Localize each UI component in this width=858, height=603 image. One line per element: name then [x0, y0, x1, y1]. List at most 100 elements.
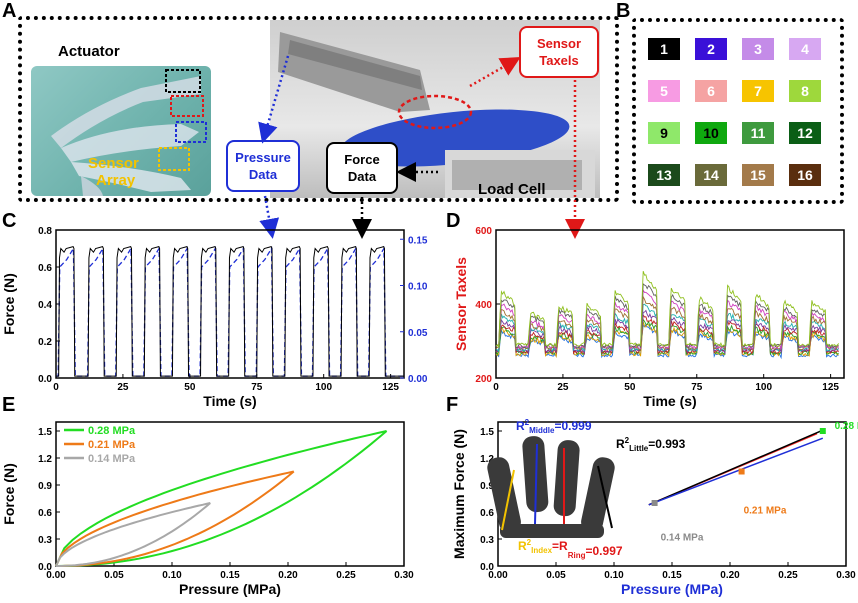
legend-label: 0.14 MPa — [88, 453, 136, 465]
panel-a-frame — [18, 16, 619, 202]
y-tick-label: 1.5 — [38, 427, 52, 438]
taxel-tile-7: 7 — [742, 80, 774, 102]
index-arrow — [501, 469, 515, 531]
force-data-line2: Data — [347, 169, 377, 184]
y-tick-label: 1.2 — [480, 454, 494, 465]
y-tick-label: 0.2 — [38, 337, 52, 348]
x-tick-label: 0.05 — [546, 570, 566, 581]
r2-index-ring-annotation-part: =R — [552, 539, 568, 553]
sensor-taxels-line2: Taxels — [539, 53, 579, 68]
point-label-1: 0.28 MPa — [835, 421, 858, 432]
y-tick-label: 0.6 — [38, 263, 52, 274]
taxel-tile-12: 12 — [789, 122, 821, 144]
y-axis-label: Force (N) — [1, 273, 17, 334]
data-point-3 — [651, 500, 658, 506]
x-tick-label: 0.10 — [162, 570, 182, 581]
series-028-loading-curve — [55, 430, 387, 567]
r2-little-annotation-part: 2 — [625, 436, 630, 445]
y-axis-label: Maximum Force (N) — [451, 429, 467, 559]
y-right-axis-label: Pressure (MPa) — [429, 253, 430, 355]
legend-label: 0.28 MPa — [88, 425, 136, 437]
r2-index-ring-annotation-part: Ring — [568, 551, 586, 560]
x-tick-label: 0 — [53, 382, 59, 393]
r2-index-ring-annotation-part: 2 — [527, 538, 532, 547]
y-tick-label: 0.0 — [38, 374, 52, 385]
r2-middle-annotation-part: 2 — [525, 418, 530, 427]
series-028-unloading-curve — [55, 430, 388, 567]
x-tick-label: 50 — [184, 382, 196, 393]
x-axis-label: Time (s) — [203, 393, 256, 409]
taxel-tile-5: 5 — [648, 80, 680, 102]
y-tick-label: 600 — [475, 226, 492, 237]
panel-label-e: E — [2, 394, 16, 416]
load-cell-label: Load Cell — [478, 181, 546, 198]
taxel-tile-1: 1 — [648, 38, 680, 60]
x-tick-label: 0.00 — [488, 570, 508, 581]
panel-b-frame — [632, 18, 844, 204]
y-right-tick-label: 0.00 — [408, 374, 428, 385]
taxel-tile-11: 11 — [742, 122, 774, 144]
series-014-loading-curve — [55, 502, 211, 567]
y-tick-label: 0.3 — [38, 535, 52, 546]
r2-middle-annotation-part: R — [516, 419, 525, 433]
x-tick-label: 0.30 — [836, 570, 856, 581]
r2-little-annotation: R2Little=0.993 — [616, 436, 686, 453]
x-tick-label: 0.20 — [720, 570, 740, 581]
y-tick-label: 0.3 — [480, 535, 494, 546]
series-021-loading-curve — [55, 470, 295, 567]
y-tick-label: 400 — [475, 300, 492, 311]
x-axis-label: Time (s) — [643, 393, 696, 409]
chart-c: 0 25 50 75 100 125 0.0 0.2 0.4 0.6 0.8 Time (s) Forc… — [1, 226, 430, 409]
x-tick-label: 25 — [557, 382, 569, 393]
finger-4 — [581, 457, 615, 533]
r2-index-ring-annotation-part: Index — [531, 546, 552, 555]
y-tick-label: 0.0 — [38, 562, 52, 573]
series-taxel-10-line — [495, 271, 839, 349]
x-tick-label: 0.00 — [46, 570, 66, 581]
y-right-tick-label: 0.10 — [408, 282, 428, 293]
taxel-tile-2: 2 — [695, 38, 727, 60]
pressure-data-line2: Data — [248, 167, 278, 182]
data-point-1 — [819, 428, 826, 434]
finger-1 — [487, 457, 521, 533]
legend-label: 0.21 MPa — [88, 439, 136, 451]
point-label-2: 0.21 MPa — [744, 505, 787, 516]
actuator-drawing — [51, 69, 207, 196]
actuator-photo — [31, 66, 211, 196]
finger-illustration — [487, 436, 615, 538]
y-tick-label: 200 — [475, 374, 492, 385]
taxel-tile-16: 16 — [789, 164, 821, 186]
y-tick-label: 0.8 — [38, 226, 52, 237]
chart-e: 0.00 0.05 0.10 0.15 0.20 0.25 0.30 0.0 0.3 0.6 0.9… — [1, 421, 414, 597]
y-tick-label: 0.6 — [38, 508, 52, 519]
r2-index-ring-annotation-part: =0.997 — [586, 544, 623, 558]
taxel-tile-15: 15 — [742, 164, 774, 186]
taxel-tile-3: 3 — [742, 38, 774, 60]
series-force-line — [56, 246, 404, 377]
series-021-unloading-curve — [56, 470, 295, 567]
x-tick-label: 0.15 — [220, 570, 240, 581]
force-data-line1: Force — [344, 152, 380, 167]
y-tick-label: 0.9 — [38, 481, 52, 492]
series-taxel-9-line — [495, 282, 839, 349]
r2-index-ring-annotation: R2Index=RRing=0.997 — [518, 538, 623, 560]
taxel-tile-14: 14 — [695, 164, 727, 186]
y-axis-label: Force (N) — [1, 463, 17, 524]
series-pressure-line — [56, 246, 404, 377]
fit-line-3 — [648, 437, 824, 506]
panel-label-b: B — [616, 0, 631, 22]
x-axis-label: Pressure (MPa) — [621, 581, 723, 597]
x-tick-label: 125 — [822, 382, 839, 393]
panel-label-f: F — [446, 394, 459, 416]
x-tick-label: 50 — [624, 382, 636, 393]
taxel-tile-13: 13 — [648, 164, 680, 186]
panel-label-c: C — [2, 210, 17, 232]
x-tick-label: 125 — [382, 382, 399, 393]
sensor-array-label-line1: Sensor — [88, 155, 139, 172]
r2-little-annotation-part: =0.993 — [648, 437, 685, 451]
x-tick-label: 0 — [493, 382, 499, 393]
y-tick-label: 0.6 — [480, 508, 494, 519]
data-point-2 — [738, 468, 745, 475]
arrow-pressure-from-tube — [258, 55, 290, 144]
